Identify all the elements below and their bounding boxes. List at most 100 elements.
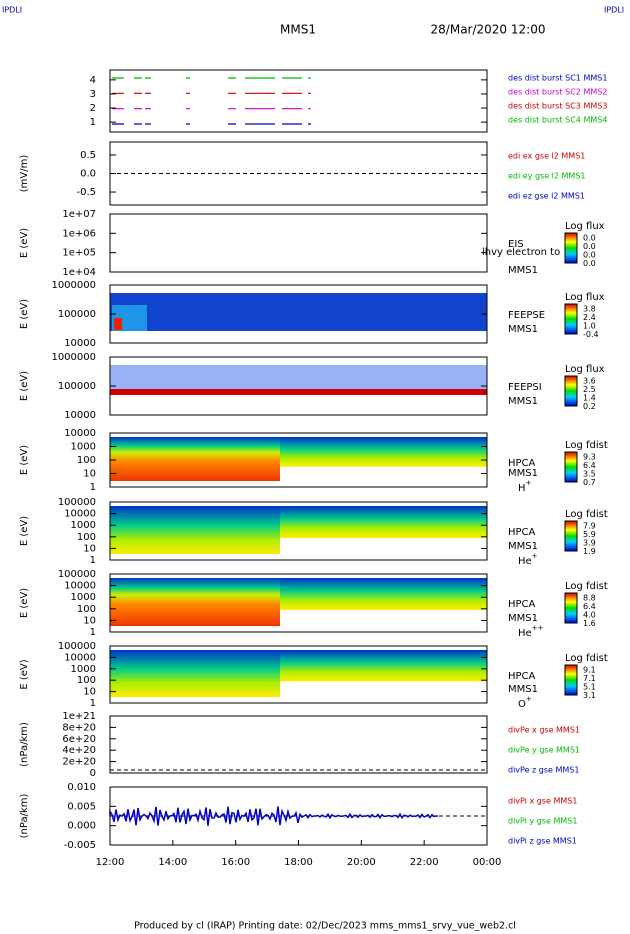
colorbar-title: Log fdist: [565, 440, 608, 451]
spectrogram: [280, 437, 487, 467]
legend-entry: des dist burst SC3 MMS3: [508, 102, 607, 111]
y-tick-label: 10: [83, 469, 96, 480]
colorbar-label: 3.9: [583, 539, 596, 548]
side-label: MMS1: [508, 613, 538, 624]
y-tick-label: 100000: [58, 497, 96, 508]
spectrogram: [280, 650, 487, 682]
y-tick-label: 0: [90, 768, 96, 779]
colorbar-label: 0.7: [583, 478, 596, 487]
y-tick-label: 1000: [71, 592, 96, 603]
frame: [109, 69, 488, 133]
y-label: E (eV): [19, 371, 30, 401]
colorbar-title: Log fdist: [565, 653, 608, 664]
colorbar-label: 1.4: [583, 394, 596, 403]
legend-entry: edi ez gse l2 MMS1: [508, 192, 585, 201]
y-tick-label: 1e+06: [62, 228, 96, 239]
colorbar-title: Log fdist: [565, 509, 608, 520]
ion-label: He+: [518, 552, 538, 567]
legend-entry: divPi z gse MMS1: [508, 837, 577, 846]
colorbar-label: 4.0: [583, 611, 596, 620]
side-label: HPCA: [508, 599, 536, 610]
y-tick-label: 100000: [58, 381, 96, 392]
y-tick-label: -0.005: [64, 840, 96, 851]
y-tick-label: 100000: [58, 309, 96, 320]
y-tick-label: 10000: [64, 652, 96, 663]
corner: IPDLI: [604, 6, 624, 15]
spectrogram: [110, 389, 487, 395]
y-tick-label: 1: [90, 482, 96, 493]
colorbar-label: 7.1: [583, 674, 596, 683]
x-tick-label: 20:00: [347, 857, 376, 868]
colorbar-title: Log flux: [565, 221, 605, 232]
y-label: E (eV): [19, 299, 30, 329]
y-label: E (eV): [19, 516, 30, 546]
side-label: FEEPSE: [508, 310, 545, 321]
side-label: MMS1: [508, 684, 538, 695]
y-tick-label: 0.5: [80, 150, 96, 161]
y-tick-label: 1000: [71, 520, 96, 531]
side-label: MMS1: [508, 541, 538, 552]
side-label: MMS1: [508, 324, 538, 335]
side-label: HPCA: [508, 671, 536, 682]
side-label: MMS1: [508, 396, 538, 407]
ion-label: O+: [518, 695, 532, 710]
legend-entry: des dist burst SC1 MMS1: [508, 74, 607, 83]
y-tick-label: 1000: [71, 664, 96, 675]
colorbar-label: 2.5: [583, 385, 596, 394]
colorbar-label: 0.0: [583, 242, 596, 251]
colorbar-label: 6.4: [583, 602, 596, 611]
y-tick-label: 1e+07: [62, 209, 96, 220]
colorbar-label: 7.9: [583, 522, 596, 531]
legend-entry: edi ey gse l2 MMS1: [508, 172, 586, 181]
y-tick-label: 10000: [64, 509, 96, 520]
colorbar-label: 1.0: [583, 322, 596, 331]
y-tick-label: 10000: [64, 581, 96, 592]
y-label: E (eV): [19, 228, 30, 258]
side-label: EIS: [508, 239, 524, 250]
frame: [109, 715, 488, 774]
y-label: (nPa/km): [19, 794, 30, 839]
colorbar-label: 9.3: [583, 453, 596, 462]
legend-entry: edi ex gse l2 MMS1: [508, 152, 585, 161]
y-tick-label: 3: [90, 89, 96, 100]
y-tick-label: 10000: [64, 428, 96, 439]
y-tick-label: 100000: [58, 641, 96, 652]
colorbar-label: 1.9: [583, 547, 596, 556]
frame: [109, 645, 488, 704]
spectrogram: [110, 650, 280, 697]
spectrogram: [280, 506, 487, 538]
y-tick-label: 10: [83, 543, 96, 554]
legend-entry: divPe y gse MMS1: [508, 746, 580, 755]
y-tick-label: 6e+20: [62, 734, 96, 745]
colorbar-label: 0.2: [583, 402, 596, 411]
colorbar-label: 3.1: [583, 691, 596, 700]
y-tick-label: 100: [77, 532, 96, 543]
y-tick-label: 100: [77, 604, 96, 615]
y-label: (mV/m): [19, 155, 30, 193]
y-tick-label: 100: [77, 675, 96, 686]
legend-entry: divPe z gse MMS1: [508, 766, 579, 775]
trace: [109, 806, 439, 826]
legend-entry: divPi y gse MMS1: [508, 817, 577, 826]
y-tick-label: 1e+21: [62, 711, 96, 722]
colorbar-label: 3.6: [583, 377, 596, 386]
colorbar: [564, 375, 578, 407]
y-tick-label: 1: [90, 627, 96, 638]
y-tick-label: 1: [90, 117, 96, 128]
frame: [109, 501, 488, 561]
y-label: (nPa/km): [19, 722, 30, 767]
y-label: E (eV): [19, 659, 30, 689]
ion-label: He++: [518, 624, 544, 639]
legend-entry: divPe x gse MMS1: [508, 726, 580, 735]
ion-label: H+: [518, 479, 532, 494]
y-tick-label: 0.010: [67, 782, 96, 793]
y-tick-label: 1000000: [51, 352, 96, 363]
side-label: MMS1: [508, 265, 538, 276]
date: 28/Mar/2020 12:00: [431, 23, 546, 37]
side-label: FEEPSI: [508, 382, 542, 393]
y-label: E (eV): [19, 445, 30, 475]
side-label: HPCA: [508, 527, 536, 538]
side-label: MMS1: [508, 468, 538, 479]
spectrogram: [114, 318, 122, 330]
